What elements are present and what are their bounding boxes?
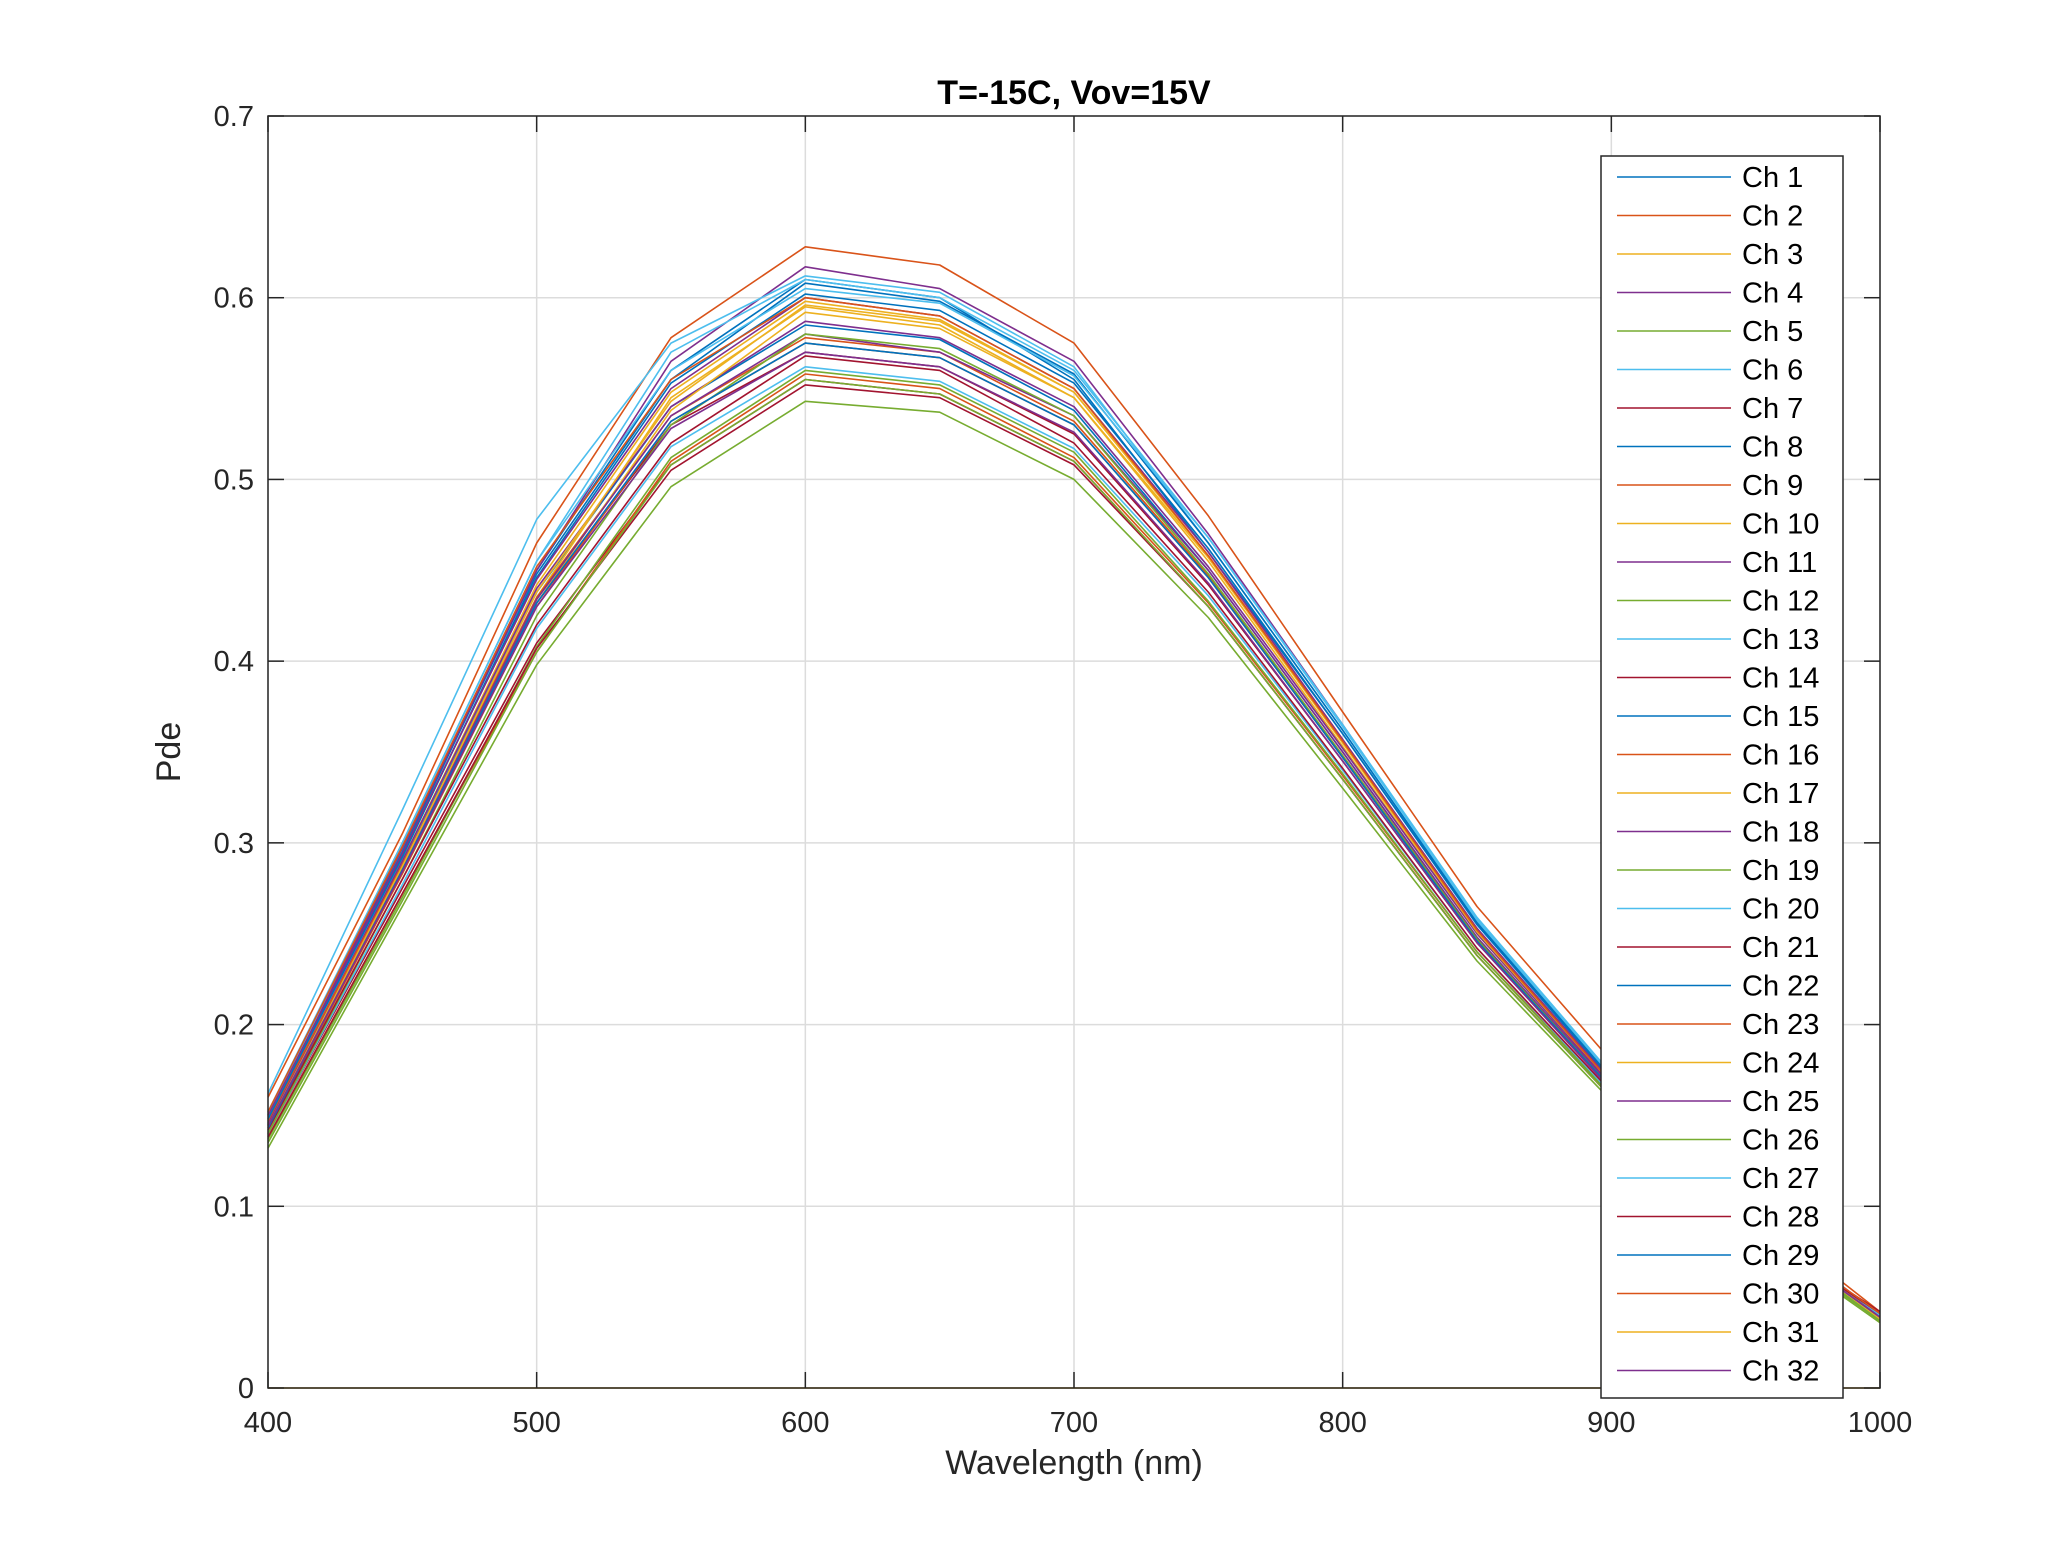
legend-entry-ch-29: Ch 29 — [1617, 1240, 1819, 1272]
legend-label: Ch 12 — [1742, 586, 1819, 618]
legend-entry-ch-8: Ch 8 — [1617, 432, 1803, 464]
legend-entry-ch-22: Ch 22 — [1617, 971, 1819, 1003]
legend-label: Ch 15 — [1742, 701, 1819, 733]
y-tick-label: 0.7 — [214, 101, 254, 133]
legend-label: Ch 23 — [1742, 1009, 1819, 1041]
legend-entry-ch-18: Ch 18 — [1617, 817, 1819, 849]
legend-entry-ch-7: Ch 7 — [1617, 393, 1803, 425]
legend-entry-ch-12: Ch 12 — [1617, 586, 1819, 618]
legend-entry-ch-23: Ch 23 — [1617, 1009, 1819, 1041]
legend-label: Ch 20 — [1742, 894, 1819, 926]
legend-entry-ch-14: Ch 14 — [1617, 663, 1819, 695]
axis-ticks: 400 500 600 700 800 900 1000 0 0.1 0.2 0.3 0.4 0.5 0.… — [214, 101, 1913, 1439]
y-tick-label: 0.5 — [214, 464, 254, 496]
legend-label: Ch 8 — [1742, 432, 1803, 464]
legend-label: Ch 26 — [1742, 1125, 1819, 1157]
legend-label: Ch 9 — [1742, 470, 1803, 502]
legend-label: Ch 19 — [1742, 855, 1819, 887]
legend: Ch 1 Ch 2 Ch 3 Ch 4 Ch 5 Ch 6 Ch 7 Ch 8 Ch 9 Ch 1… — [1600, 155, 1844, 1399]
x-tick-label: 600 — [781, 1407, 829, 1439]
legend-entry-ch-9: Ch 9 — [1617, 470, 1803, 502]
legend-label: Ch 3 — [1742, 239, 1803, 271]
legend-entry-ch-4: Ch 4 — [1617, 278, 1803, 310]
legend-entry-ch-32: Ch 32 — [1617, 1356, 1819, 1388]
legend-label: Ch 21 — [1742, 932, 1819, 964]
legend-label: Ch 32 — [1742, 1356, 1819, 1388]
x-tick-label: 700 — [1050, 1407, 1098, 1439]
chart-title: T=-15C, Vov=15V — [937, 74, 1211, 112]
legend-label: Ch 5 — [1742, 316, 1803, 348]
legend-label: Ch 29 — [1742, 1240, 1819, 1272]
legend-label: Ch 25 — [1742, 1086, 1819, 1118]
legend-entry-ch-1: Ch 1 — [1617, 162, 1803, 194]
legend-entry-ch-24: Ch 24 — [1617, 1048, 1819, 1080]
legend-entry-ch-27: Ch 27 — [1617, 1163, 1819, 1195]
legend-label: Ch 4 — [1742, 278, 1803, 310]
legend-entry-ch-13: Ch 13 — [1617, 624, 1819, 656]
legend-entry-ch-11: Ch 11 — [1617, 547, 1817, 579]
legend-entry-ch-3: Ch 3 — [1617, 239, 1803, 271]
y-tick-label: 0.4 — [214, 646, 254, 678]
legend-label: Ch 1 — [1742, 162, 1803, 194]
y-tick-label: 0.1 — [214, 1191, 254, 1223]
legend-label: Ch 10 — [1742, 509, 1819, 541]
legend-entry-ch-2: Ch 2 — [1617, 201, 1803, 233]
legend-entry-ch-16: Ch 16 — [1617, 740, 1819, 772]
legend-entry-ch-28: Ch 28 — [1617, 1202, 1819, 1234]
legend-entry-ch-26: Ch 26 — [1617, 1125, 1819, 1157]
legend-label: Ch 7 — [1742, 393, 1803, 425]
legend-label: Ch 30 — [1742, 1279, 1819, 1311]
legend-label: Ch 13 — [1742, 624, 1819, 656]
legend-label: Ch 17 — [1742, 778, 1819, 810]
x-tick-label: 400 — [244, 1407, 292, 1439]
legend-box — [1600, 155, 1844, 1399]
x-tick-label: 1000 — [1848, 1407, 1913, 1439]
legend-entry-ch-15: Ch 15 — [1617, 701, 1819, 733]
legend-label: Ch 27 — [1742, 1163, 1819, 1195]
legend-label: Ch 18 — [1742, 817, 1819, 849]
x-tick-label: 900 — [1587, 1407, 1635, 1439]
legend-entry-ch-10: Ch 10 — [1617, 509, 1819, 541]
x-tick-label: 800 — [1318, 1407, 1366, 1439]
legend-entry-ch-21: Ch 21 — [1617, 932, 1819, 964]
y-axis-title: Pde — [150, 722, 188, 783]
legend-entry-ch-6: Ch 6 — [1617, 355, 1803, 387]
legend-entry-ch-31: Ch 31 — [1617, 1317, 1819, 1349]
legend-entry-ch-30: Ch 30 — [1617, 1279, 1819, 1311]
y-tick-label: 0.2 — [214, 1010, 254, 1042]
y-tick-label: 0 — [238, 1373, 254, 1405]
legend-entry-ch-5: Ch 5 — [1617, 316, 1803, 348]
legend-entry-ch-20: Ch 20 — [1617, 894, 1819, 926]
x-tick-label: 500 — [512, 1407, 560, 1439]
legend-label: Ch 14 — [1742, 663, 1819, 695]
legend-label: Ch 24 — [1742, 1048, 1819, 1080]
legend-label: Ch 31 — [1742, 1317, 1819, 1349]
legend-entry-ch-19: Ch 19 — [1617, 855, 1819, 887]
y-tick-label: 0.6 — [214, 283, 254, 315]
legend-entry-ch-25: Ch 25 — [1617, 1086, 1819, 1118]
legend-label: Ch 6 — [1742, 355, 1803, 387]
legend-label: Ch 22 — [1742, 971, 1819, 1003]
x-axis-title: Wavelength (nm) — [945, 1444, 1203, 1482]
legend-label: Ch 2 — [1742, 201, 1803, 233]
y-tick-label: 0.3 — [214, 828, 254, 860]
legend-label: Ch 16 — [1742, 740, 1819, 772]
legend-items: Ch 1 Ch 2 Ch 3 Ch 4 Ch 5 Ch 6 Ch 7 Ch 8 Ch 9 Ch 1… — [1617, 162, 1819, 1388]
legend-label: Ch 11 — [1742, 547, 1817, 579]
legend-label: Ch 28 — [1742, 1202, 1819, 1234]
legend-entry-ch-17: Ch 17 — [1617, 778, 1819, 810]
